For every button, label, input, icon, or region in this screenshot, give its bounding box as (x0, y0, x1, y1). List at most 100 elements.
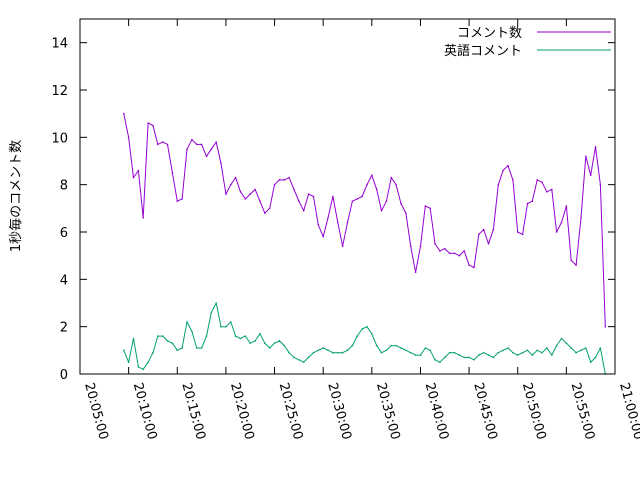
data-point (580, 349, 582, 352)
data-point (132, 176, 135, 179)
data-point (191, 138, 193, 141)
y-tick-label: 10 (51, 131, 68, 146)
data-point (390, 344, 393, 347)
data-point (453, 351, 456, 354)
data-point (147, 361, 149, 364)
data-point (482, 351, 485, 354)
data-point (220, 325, 222, 328)
legend-label: コメント数 (457, 26, 522, 41)
data-point (565, 342, 568, 345)
data-point (132, 337, 135, 340)
data-point (380, 209, 383, 212)
data-point (516, 354, 519, 356)
data-point (463, 356, 466, 359)
data-point (152, 124, 154, 127)
data-point (317, 349, 320, 352)
data-point (288, 351, 290, 354)
data-point (434, 243, 436, 245)
data-point (259, 333, 261, 335)
data-point (502, 169, 504, 172)
data-point (546, 347, 548, 349)
data-point (512, 351, 514, 354)
data-point (293, 356, 295, 359)
data-point (225, 193, 227, 195)
data-point (161, 141, 164, 143)
data-point (351, 200, 354, 202)
data-point (380, 351, 383, 354)
plot-frame (79, 18, 616, 375)
data-point (157, 335, 159, 337)
data-point (400, 347, 402, 349)
data-point (385, 349, 388, 352)
data-point (395, 183, 397, 186)
data-point (254, 188, 256, 191)
data-point (526, 202, 529, 205)
data-point (273, 342, 276, 345)
data-point (273, 183, 276, 186)
data-point (205, 335, 208, 337)
data-point (283, 344, 286, 347)
data-point (346, 349, 349, 352)
data-point (414, 354, 417, 356)
data-point (434, 359, 436, 361)
data-point (589, 361, 592, 364)
data-point (551, 188, 553, 191)
data-point (186, 321, 188, 323)
data-point (526, 349, 529, 352)
data-point (555, 344, 558, 347)
data-point (181, 347, 183, 349)
data-point (405, 212, 407, 214)
series-line-2 (123, 302, 606, 375)
data-point (565, 205, 568, 207)
data-point (268, 207, 271, 210)
data-point (142, 368, 144, 371)
data-point (429, 207, 432, 210)
data-point (580, 217, 582, 219)
data-point (390, 176, 393, 179)
data-point (458, 354, 461, 356)
data-point (127, 136, 130, 139)
data-point (599, 347, 602, 349)
data-point (497, 351, 500, 354)
data-point (327, 349, 329, 352)
data-point (249, 342, 251, 345)
y-tick-label: 14 (51, 37, 68, 52)
data-point (424, 205, 427, 207)
data-point (521, 351, 524, 354)
data-point (332, 195, 334, 198)
data-point (234, 176, 237, 179)
data-point (536, 349, 538, 352)
data-point (200, 347, 203, 349)
data-point (375, 188, 378, 191)
data-point (230, 183, 232, 186)
data-point (356, 198, 359, 200)
data-point (341, 351, 344, 354)
data-point (507, 347, 509, 349)
data-point (195, 347, 198, 349)
data-point (604, 325, 607, 328)
data-point (541, 351, 543, 354)
data-point (244, 335, 247, 337)
data-point (497, 183, 500, 186)
y-tick-label: 4 (60, 273, 68, 288)
data-point (322, 235, 325, 238)
data-point (142, 217, 144, 219)
data-point (317, 224, 320, 226)
data-point (298, 359, 300, 361)
data-point (541, 181, 543, 184)
data-point (205, 155, 208, 158)
data-point (264, 342, 266, 345)
data-point (312, 351, 315, 354)
data-point (254, 340, 256, 342)
data-point (191, 330, 193, 333)
legend-label: 英語コメント (444, 43, 522, 59)
data-point (521, 233, 524, 236)
data-point (234, 335, 237, 337)
data-point (414, 271, 417, 274)
data-point (585, 347, 587, 349)
data-point (288, 176, 290, 179)
data-point (307, 356, 310, 359)
data-point (210, 148, 213, 150)
